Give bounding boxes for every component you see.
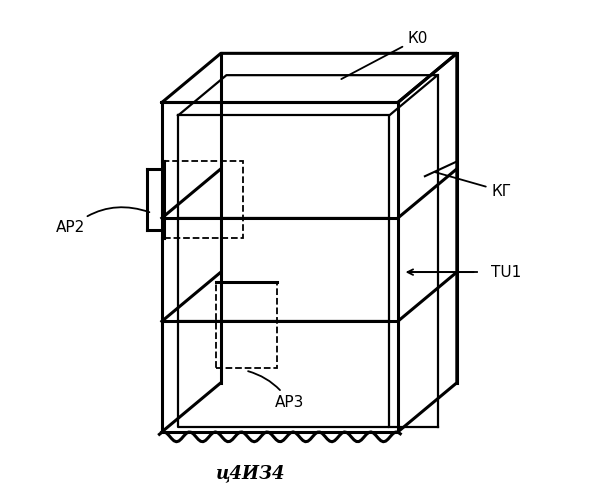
Text: АР2: АР2	[56, 207, 149, 236]
Text: ц4ИЗ4: ц4ИЗ4	[216, 464, 285, 482]
Text: АР3: АР3	[248, 371, 304, 410]
Text: К0: К0	[341, 31, 428, 79]
Text: КГ: КГ	[435, 172, 512, 199]
Text: TU1: TU1	[491, 264, 522, 280]
